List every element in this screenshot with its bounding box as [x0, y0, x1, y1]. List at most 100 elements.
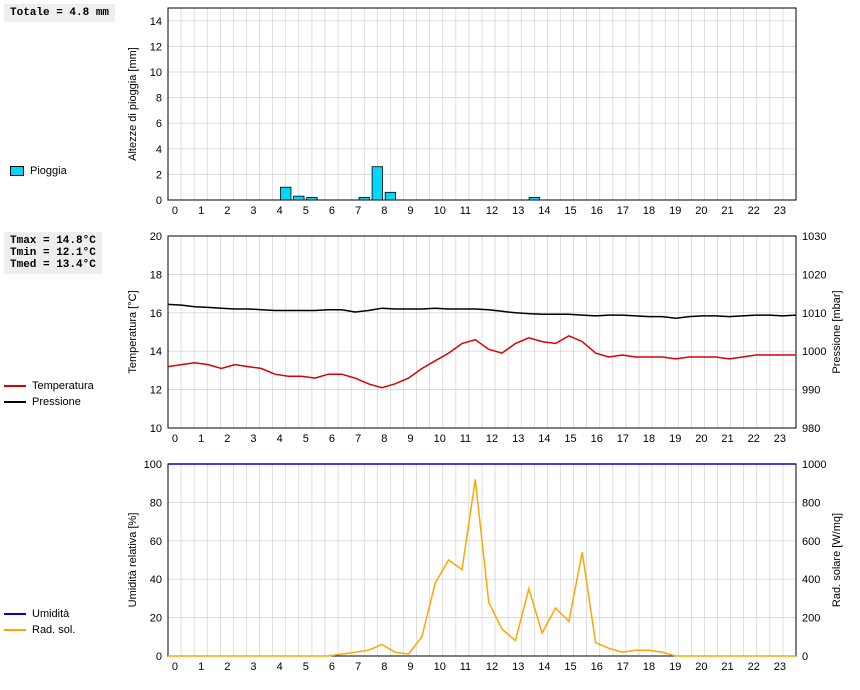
svg-text:23: 23 [774, 205, 786, 217]
legend-temp: Temperatura [4, 380, 94, 392]
svg-text:5: 5 [303, 433, 309, 445]
svg-text:23: 23 [774, 433, 786, 445]
svg-text:80: 80 [150, 497, 162, 509]
svg-text:7: 7 [355, 205, 361, 217]
legend-rain-label: Pioggia [30, 165, 67, 177]
svg-text:21: 21 [721, 433, 733, 445]
svg-text:0: 0 [802, 651, 808, 663]
svg-text:12: 12 [486, 661, 498, 673]
svg-text:8: 8 [381, 205, 387, 217]
svg-text:18: 18 [643, 433, 655, 445]
svg-text:1000: 1000 [802, 346, 826, 358]
svg-text:200: 200 [802, 613, 820, 625]
svg-text:10: 10 [434, 433, 446, 445]
svg-text:9: 9 [407, 661, 413, 673]
svg-text:4: 4 [277, 205, 283, 217]
svg-text:14: 14 [538, 661, 550, 673]
svg-text:3: 3 [250, 433, 256, 445]
svg-text:12: 12 [486, 433, 498, 445]
tmin-stat: Tmin = 12.1°C [10, 247, 96, 259]
svg-text:22: 22 [748, 205, 760, 217]
svg-text:23: 23 [774, 661, 786, 673]
svg-text:22: 22 [748, 661, 760, 673]
svg-text:13: 13 [512, 205, 524, 217]
svg-text:14: 14 [150, 346, 162, 358]
svg-text:17: 17 [617, 205, 629, 217]
svg-text:16: 16 [591, 205, 603, 217]
rad-line-swatch [4, 629, 26, 631]
svg-text:21: 21 [721, 661, 733, 673]
svg-text:1: 1 [198, 661, 204, 673]
svg-text:8: 8 [156, 93, 162, 105]
humid-line-swatch [4, 613, 26, 615]
legend-humid: Umidità [4, 608, 69, 620]
svg-text:19: 19 [669, 205, 681, 217]
svg-text:990: 990 [802, 385, 820, 397]
svg-text:0: 0 [172, 661, 178, 673]
svg-text:6: 6 [329, 205, 335, 217]
tmax-stat: Tmax = 14.8°C [10, 235, 96, 247]
legend-press-label: Pressione [32, 396, 81, 408]
svg-text:11: 11 [460, 205, 471, 217]
svg-text:980: 980 [802, 423, 820, 435]
svg-text:9: 9 [407, 205, 413, 217]
temp-line-swatch [4, 385, 26, 387]
svg-text:1030: 1030 [802, 232, 826, 243]
svg-text:9: 9 [407, 433, 413, 445]
svg-text:5: 5 [303, 205, 309, 217]
svg-text:6: 6 [329, 433, 335, 445]
svg-text:16: 16 [591, 661, 603, 673]
humid-rad-chart: 0123456789101112131415161718192021222302… [120, 460, 850, 675]
svg-text:2: 2 [224, 661, 230, 673]
svg-text:7: 7 [355, 433, 361, 445]
svg-text:15: 15 [564, 433, 576, 445]
svg-text:Umidità relativa [%]: Umidità relativa [%] [127, 513, 139, 608]
total-rain-stat: Totale = 4.8 mm [4, 4, 115, 22]
svg-text:10: 10 [150, 67, 162, 79]
svg-text:17: 17 [617, 433, 629, 445]
svg-text:11: 11 [460, 433, 471, 445]
svg-text:2: 2 [224, 205, 230, 217]
svg-text:12: 12 [486, 205, 498, 217]
svg-text:10: 10 [150, 423, 162, 435]
svg-text:18: 18 [150, 269, 162, 281]
svg-text:22: 22 [748, 433, 760, 445]
svg-text:15: 15 [564, 661, 576, 673]
svg-text:20: 20 [695, 661, 707, 673]
legend-temp-label: Temperatura [32, 380, 94, 392]
svg-text:14: 14 [538, 433, 550, 445]
legend-press: Pressione [4, 396, 81, 408]
svg-text:2: 2 [156, 169, 162, 181]
legend-rad: Rad. sol. [4, 624, 75, 636]
press-line-swatch [4, 401, 26, 403]
svg-text:2: 2 [224, 433, 230, 445]
svg-text:100: 100 [144, 460, 162, 471]
svg-text:0: 0 [172, 433, 178, 445]
svg-text:10: 10 [434, 661, 446, 673]
svg-text:400: 400 [802, 574, 820, 586]
svg-text:16: 16 [591, 433, 603, 445]
svg-text:0: 0 [156, 195, 162, 207]
svg-text:10: 10 [434, 205, 446, 217]
svg-text:18: 18 [643, 661, 655, 673]
svg-text:Rad. solare [W/mq]: Rad. solare [W/mq] [831, 513, 843, 607]
svg-text:4: 4 [156, 144, 162, 156]
svg-text:14: 14 [538, 205, 550, 217]
svg-text:Temperatura [°C]: Temperatura [°C] [127, 290, 139, 373]
svg-text:8: 8 [381, 661, 387, 673]
svg-text:Altezze di pioggia [mm]: Altezze di pioggia [mm] [127, 47, 139, 161]
temp-stats-box: Tmax = 14.8°C Tmin = 12.1°C Tmed = 13.4°… [4, 232, 102, 274]
svg-text:17: 17 [617, 661, 629, 673]
svg-text:20: 20 [150, 232, 162, 243]
svg-text:14: 14 [150, 16, 162, 28]
svg-text:12: 12 [150, 41, 162, 53]
svg-text:0: 0 [172, 205, 178, 217]
svg-text:21: 21 [721, 205, 733, 217]
svg-text:19: 19 [669, 433, 681, 445]
svg-text:20: 20 [150, 613, 162, 625]
svg-text:13: 13 [512, 433, 524, 445]
svg-text:0: 0 [156, 651, 162, 663]
svg-text:3: 3 [250, 205, 256, 217]
svg-text:11: 11 [460, 661, 471, 673]
svg-text:15: 15 [564, 205, 576, 217]
